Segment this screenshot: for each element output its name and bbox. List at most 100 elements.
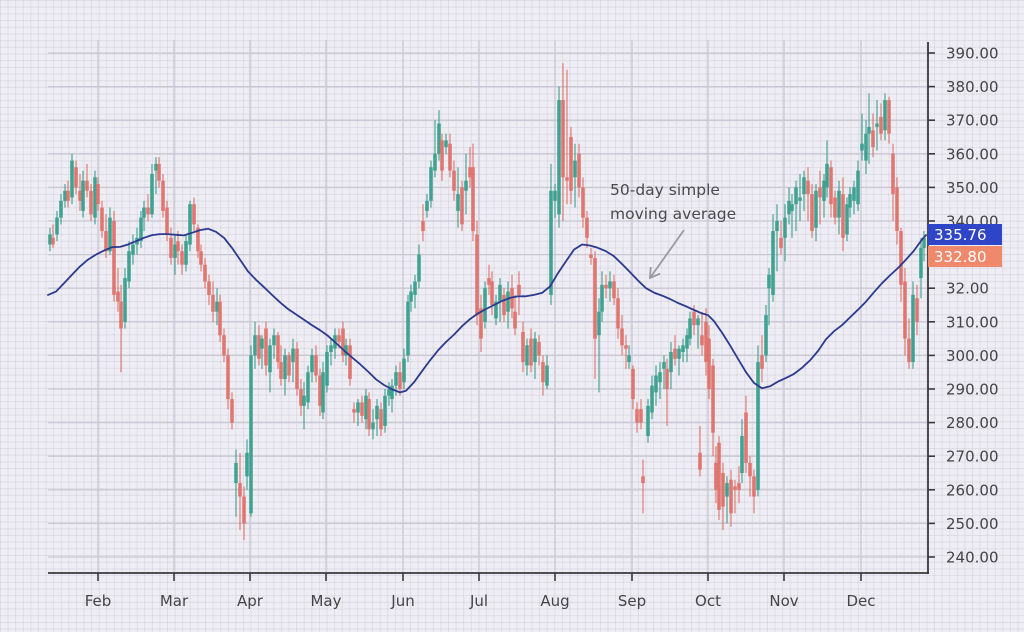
candle-down <box>569 126 573 205</box>
candle-down <box>513 294 517 336</box>
candle-body <box>833 197 837 218</box>
candle-up <box>494 294 498 326</box>
candle-body <box>192 204 196 225</box>
arrow-head <box>649 266 661 280</box>
candle-down <box>238 452 242 531</box>
candle-down <box>818 170 822 225</box>
candle-body <box>302 395 306 406</box>
candle-body <box>593 257 597 339</box>
candle-body <box>810 194 814 232</box>
candle-down <box>635 402 639 433</box>
candle-up <box>48 227 52 252</box>
candle-body <box>264 328 268 366</box>
candle-body <box>78 190 82 201</box>
candle-body <box>169 237 173 258</box>
candle-body <box>188 204 192 245</box>
candle-body <box>650 385 654 413</box>
candle-up <box>131 234 135 265</box>
candle-up <box>794 180 798 232</box>
candle-body <box>907 338 911 363</box>
arrow-shaft <box>649 229 685 279</box>
candle-up <box>798 173 802 221</box>
candle-body <box>911 294 915 363</box>
candle-up <box>790 194 794 238</box>
candle-up <box>845 197 849 242</box>
candle-down <box>907 318 911 369</box>
candle-down <box>561 63 565 221</box>
candle-up <box>268 338 272 393</box>
candle-body <box>557 100 561 215</box>
x-tick-label: Nov <box>769 592 798 610</box>
candle-body <box>48 234 52 245</box>
candle-body <box>456 194 460 211</box>
candle-up <box>677 345 681 376</box>
candle-body <box>276 335 280 363</box>
candle-down <box>806 167 810 221</box>
candle-body <box>154 163 158 171</box>
candle-body <box>600 284 604 312</box>
candle-body <box>367 399 371 430</box>
candle-body <box>581 187 585 218</box>
candle-body <box>806 180 810 195</box>
candle-body <box>744 412 748 463</box>
x-tick-label: Jun <box>390 592 414 610</box>
candle-body <box>70 160 74 198</box>
candle-body <box>321 372 325 413</box>
candle-down <box>169 227 173 265</box>
candle-down <box>833 190 837 225</box>
candle-down <box>737 466 741 504</box>
candle-down <box>165 200 169 242</box>
candle-down <box>452 160 456 201</box>
candle-body <box>688 318 692 339</box>
candle-down <box>203 257 207 289</box>
candle-body <box>375 405 379 420</box>
y-tick-label: 280.00 <box>946 414 999 432</box>
candle-up <box>417 244 421 289</box>
candle-up <box>437 110 441 161</box>
price-tag-label: 332.80 <box>934 248 987 266</box>
candle-down <box>717 436 721 521</box>
candle-up <box>63 184 67 208</box>
candle-up <box>406 294 410 363</box>
candle-down <box>829 160 833 218</box>
candle-up <box>883 93 887 141</box>
candle-body <box>704 321 708 363</box>
candle-down <box>119 284 123 373</box>
candle-down <box>314 345 318 383</box>
candle-up <box>658 362 662 400</box>
candle-down <box>242 486 246 541</box>
candle-down <box>257 325 261 366</box>
candle-body <box>825 163 829 188</box>
candle-up <box>433 120 437 178</box>
candle-body <box>714 462 718 490</box>
candle-down <box>704 308 708 376</box>
candle-down <box>665 358 669 426</box>
candle-body <box>513 311 517 329</box>
candle-down <box>112 210 116 302</box>
candle-body <box>59 200 63 218</box>
price-tag-background <box>928 246 1002 267</box>
candle-up <box>525 338 529 376</box>
candle-up <box>654 365 658 406</box>
x-tick-label: Aug <box>540 592 569 610</box>
candle-up <box>573 143 577 208</box>
candle-up <box>456 167 460 228</box>
candle-down <box>487 264 491 295</box>
candle-down <box>341 321 345 363</box>
candle-down <box>199 244 203 272</box>
candle-up <box>375 399 379 437</box>
candle-up <box>756 345 760 497</box>
candle-down <box>714 446 718 504</box>
candle-up <box>59 194 63 225</box>
candle-down <box>299 378 303 416</box>
candle-down <box>748 456 752 497</box>
candle-body <box>425 200 429 211</box>
candle-down <box>624 335 628 369</box>
y-tick-label: 32.00 <box>946 280 989 298</box>
y-tick-label: 270.00 <box>946 448 999 466</box>
candle-body <box>398 372 402 389</box>
candle-body <box>856 170 860 205</box>
candle-down <box>352 402 356 423</box>
candle-down <box>729 469 733 527</box>
candle-body <box>100 207 104 232</box>
